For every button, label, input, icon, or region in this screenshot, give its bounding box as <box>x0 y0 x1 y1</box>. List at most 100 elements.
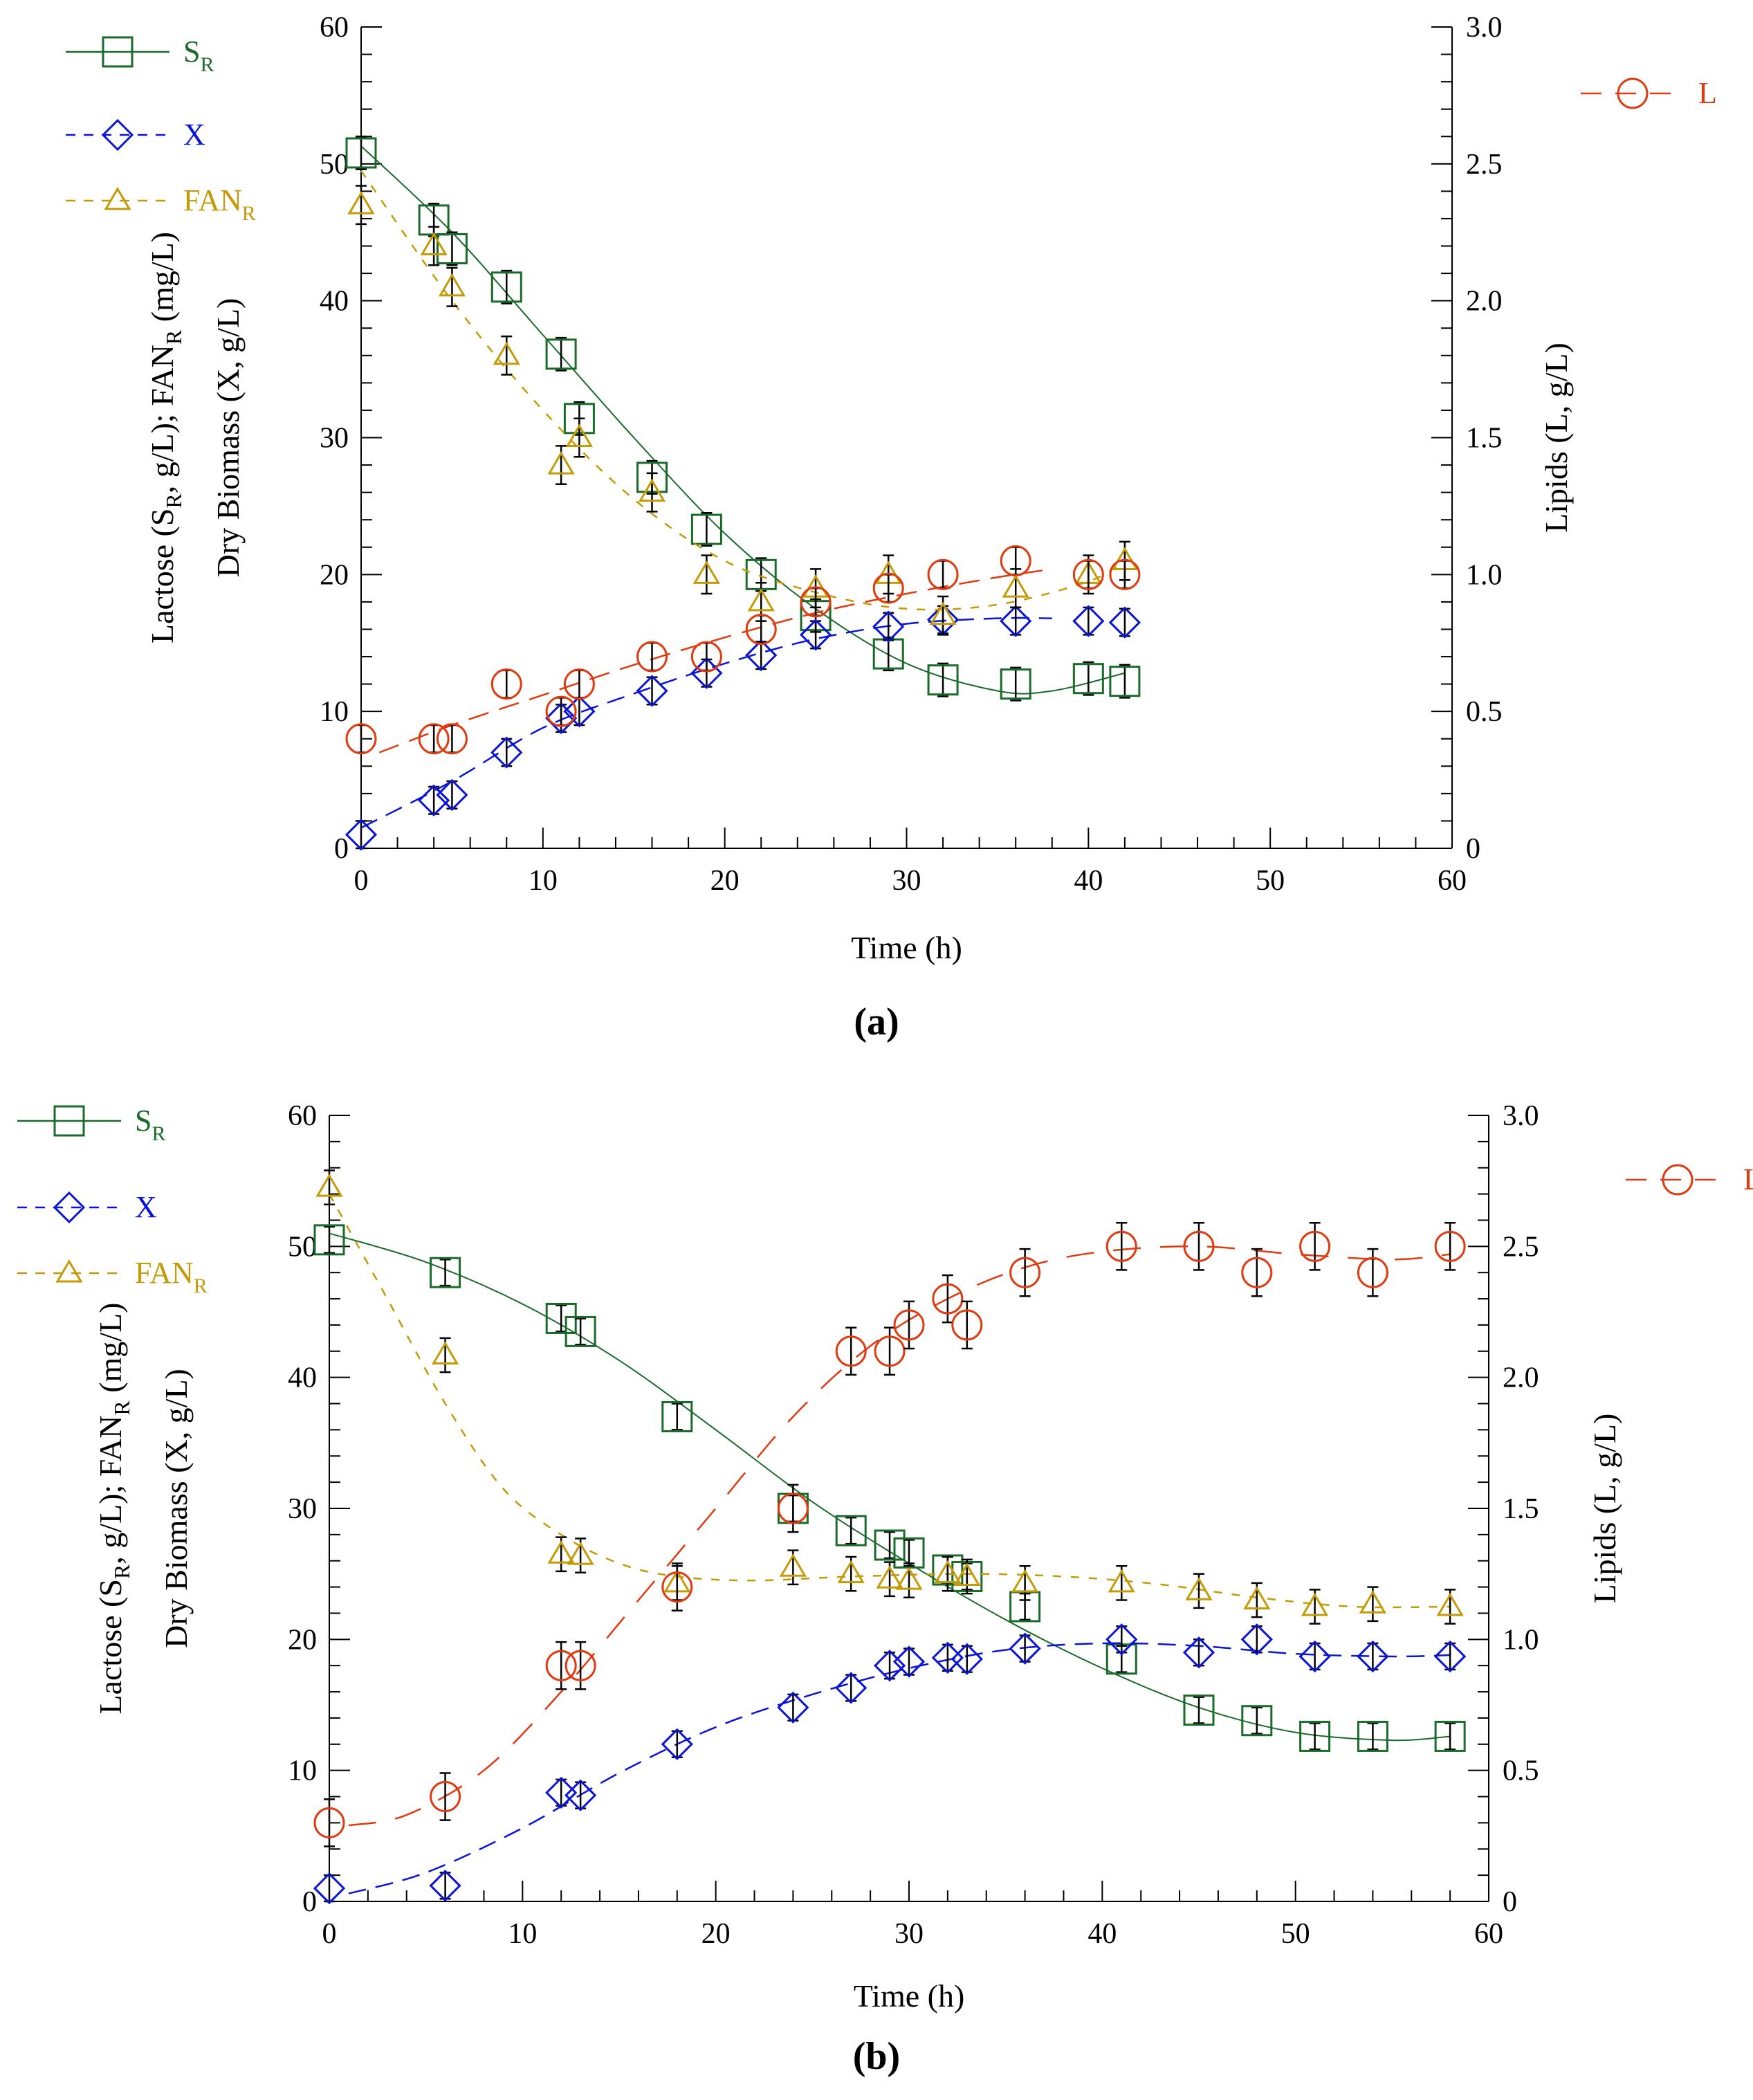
y-tick-label-right: 1.0 <box>1503 1624 1539 1656</box>
data-point-l <box>874 1335 906 1367</box>
x-tick-label: 50 <box>1281 1918 1310 1950</box>
data-point-fan <box>895 1567 923 1590</box>
data-point-l <box>1072 558 1104 590</box>
data-point-x <box>490 736 523 769</box>
data-point-l <box>563 668 595 700</box>
x-tick-label: 30 <box>894 1918 924 1950</box>
y-tick-label-left: 60 <box>320 12 349 44</box>
y-tick-label-right: 2.0 <box>1466 286 1503 318</box>
y-tick-label-left: 50 <box>320 149 349 181</box>
series-fan <box>347 170 1139 636</box>
data-point-x <box>345 819 378 851</box>
legend-item-l: L <box>1626 1162 1753 1196</box>
data-point-l <box>430 1781 461 1813</box>
data-point-l <box>835 1335 867 1367</box>
data-point-fan <box>837 1560 865 1584</box>
legend-item-x: X <box>66 118 205 152</box>
data-point-x <box>436 778 468 811</box>
data-point-l <box>1009 1257 1041 1288</box>
data-point-s <box>1357 1720 1388 1752</box>
data-point-s <box>313 1224 345 1256</box>
data-point-x <box>544 702 578 735</box>
legend-name: X <box>183 118 205 152</box>
data-point-fan <box>1359 1590 1387 1614</box>
data-point-x <box>1298 1640 1331 1673</box>
legend-item-x: X <box>17 1190 157 1224</box>
series-l <box>313 1222 1466 1847</box>
y-label-part: R <box>161 329 186 345</box>
data-point-fan <box>547 451 575 475</box>
data-point-x <box>892 1645 926 1678</box>
legend-item-fan: FANR <box>17 1256 208 1297</box>
series-fan <box>315 1169 1464 1625</box>
y-label-part: (mg/L) <box>93 1302 128 1400</box>
x-tick-label: 20 <box>710 865 740 897</box>
data-point-x <box>1108 606 1141 639</box>
y-tick-label-right: 1.0 <box>1466 559 1503 591</box>
x-tick-label: 10 <box>508 1918 537 1950</box>
y-tick-label-right: 2.5 <box>1466 149 1503 181</box>
data-point-s <box>436 232 468 264</box>
y-tick-label-left: 30 <box>320 423 349 455</box>
legend-label: X <box>183 118 205 152</box>
data-point-s <box>1241 1705 1273 1737</box>
data-point-l <box>777 1492 809 1524</box>
series-x <box>345 603 1141 851</box>
fit-line-l <box>378 568 1052 754</box>
y-tick-label-left: 40 <box>320 286 349 318</box>
y-tick-label-left: 10 <box>320 696 349 728</box>
legend-item-s: SR <box>66 35 214 76</box>
y-tick-label-right: 1.5 <box>1466 423 1503 455</box>
y-axis-label-right: Lipids (L, g/L) <box>1587 1414 1622 1604</box>
data-point-l <box>490 668 522 700</box>
legend-name: S <box>135 1104 152 1138</box>
y-tick-label-left: 20 <box>320 559 349 591</box>
legend-item-s: SR <box>17 1104 166 1145</box>
series-s <box>313 1224 1466 1752</box>
data-point-fan <box>779 1553 807 1577</box>
y-tick-label-right: 0 <box>1503 1886 1517 1918</box>
data-point-fan <box>1108 1569 1135 1593</box>
data-point-s <box>1299 1720 1331 1752</box>
data-point-fan <box>1243 1586 1271 1610</box>
fit-line-x <box>360 617 1052 829</box>
x-tick-label: 0 <box>322 1918 337 1950</box>
y-tick-label-left: 50 <box>288 1231 317 1263</box>
data-point-s <box>1434 1720 1466 1752</box>
legend-marker-square <box>53 1105 85 1137</box>
data-point-s <box>874 1529 906 1561</box>
y-axis-label-left-line1: Lactose (SR, g/L); FANR (mg/L) <box>93 1302 134 1714</box>
data-point-x <box>1434 1640 1467 1673</box>
data-point-x <box>418 784 450 816</box>
data-point-x <box>313 1872 346 1905</box>
data-point-fan <box>420 232 448 256</box>
legend-marker-circle <box>1662 1164 1694 1196</box>
y-label-part: (mg/L) <box>145 232 180 330</box>
legend-label: FANR <box>183 183 256 225</box>
data-point-l <box>932 1283 964 1315</box>
data-point-x <box>636 675 668 707</box>
data-point-x <box>872 610 905 643</box>
y-label-part: , g/L); FAN <box>93 1416 128 1564</box>
data-point-fan <box>315 1174 343 1197</box>
data-point-x <box>545 1776 578 1809</box>
legend-subscript: R <box>242 202 256 225</box>
y-label-part: , g/L); FAN <box>145 345 180 493</box>
fit-line-fan <box>360 170 1126 611</box>
y-label-part: R <box>109 1400 134 1416</box>
data-point-l <box>1299 1230 1331 1262</box>
legend-marker-triangle <box>104 187 131 210</box>
legend-marker-square <box>102 36 134 68</box>
data-point-fan <box>347 191 375 214</box>
data-point-x <box>1009 1632 1041 1665</box>
x-tick-label: 0 <box>354 865 369 897</box>
y-tick-label-left: 30 <box>288 1493 317 1525</box>
y-label-part: Lactose (S <box>93 1579 128 1714</box>
data-point-l <box>951 1309 983 1341</box>
data-point-x <box>835 1672 868 1704</box>
x-tick-label: 20 <box>701 1918 731 1950</box>
data-point-x <box>563 695 596 728</box>
x-tick-label: 40 <box>1074 865 1103 897</box>
y-tick-label-right: 0 <box>1466 833 1480 865</box>
data-point-x <box>429 1870 461 1902</box>
